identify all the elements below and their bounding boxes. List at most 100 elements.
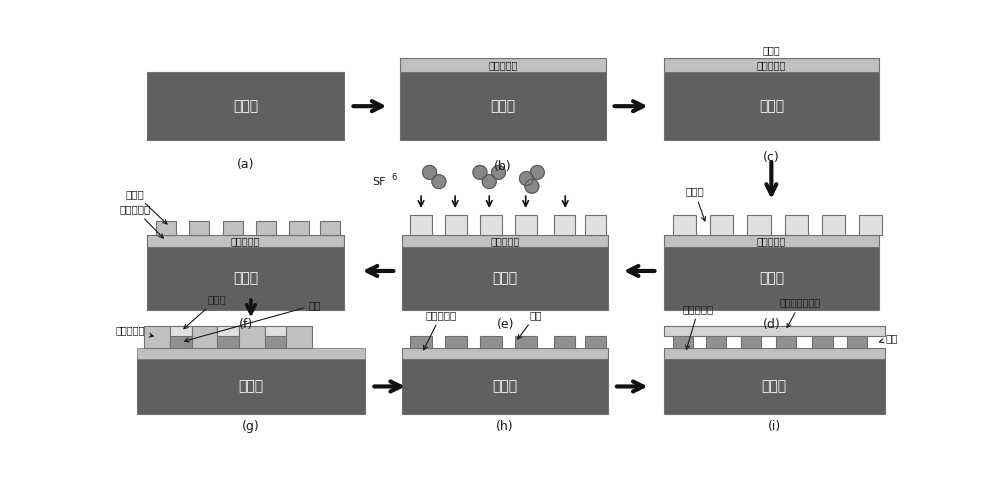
Text: 六方氮化硼: 六方氮化硼 <box>490 236 520 246</box>
Bar <box>585 337 606 348</box>
Bar <box>217 326 239 337</box>
Text: 蓝宝石: 蓝宝石 <box>493 272 518 286</box>
Bar <box>147 72 344 140</box>
Bar <box>664 41 879 58</box>
Text: 蓝宝石: 蓝宝石 <box>762 379 787 393</box>
Bar <box>137 359 365 414</box>
Text: 蓝宝石: 蓝宝石 <box>233 272 258 286</box>
Bar <box>264 337 286 348</box>
Bar <box>410 215 432 235</box>
Bar <box>147 235 344 247</box>
Bar <box>144 326 170 348</box>
Text: 蓝宝石: 蓝宝石 <box>759 272 784 286</box>
Bar <box>515 337 537 348</box>
Bar <box>710 215 733 235</box>
Bar <box>192 326 217 348</box>
Bar <box>170 326 192 337</box>
Text: 蓝宝石: 蓝宝石 <box>759 99 784 113</box>
Circle shape <box>530 166 544 179</box>
Bar <box>445 337 467 348</box>
Bar <box>256 221 276 235</box>
Text: 6: 6 <box>392 173 397 182</box>
Bar <box>400 72 606 140</box>
Bar <box>402 247 608 310</box>
Text: 六方氮化硼: 六方氮化硼 <box>119 204 163 238</box>
Bar <box>847 337 867 348</box>
Text: 六方氮化硼: 六方氮化硼 <box>231 236 260 246</box>
Circle shape <box>519 171 533 186</box>
Text: 金属: 金属 <box>185 300 321 342</box>
Bar <box>859 215 882 235</box>
Bar <box>189 221 209 235</box>
Text: 六方氮化硼: 六方氮化硼 <box>757 236 786 246</box>
Bar <box>664 58 879 72</box>
Bar <box>776 337 796 348</box>
Circle shape <box>423 166 437 179</box>
Text: 六方氮化硼: 六方氮化硼 <box>683 304 714 350</box>
Text: 六方氮化硼: 六方氮化硼 <box>116 325 153 337</box>
Circle shape <box>492 166 506 179</box>
Text: 六方氮化硼: 六方氮化硼 <box>488 60 518 70</box>
Text: 蓝宝石: 蓝宝石 <box>233 99 258 113</box>
Bar <box>480 215 502 235</box>
Bar <box>217 337 239 348</box>
Bar <box>673 337 693 348</box>
Text: 光刻胶: 光刻胶 <box>184 295 226 329</box>
Bar <box>286 326 312 348</box>
Bar <box>156 221 176 235</box>
Bar <box>664 359 885 414</box>
Text: 六方氮化硼包层: 六方氮化硼包层 <box>780 298 821 327</box>
Bar <box>664 326 885 337</box>
Circle shape <box>432 175 446 188</box>
Bar <box>785 215 808 235</box>
Circle shape <box>525 179 539 193</box>
Bar <box>664 247 879 310</box>
Bar <box>822 215 845 235</box>
Bar <box>320 221 340 235</box>
Text: 蓝宝石: 蓝宝石 <box>490 99 515 113</box>
Bar <box>402 359 608 414</box>
Bar <box>264 326 286 337</box>
Text: 光刻胶: 光刻胶 <box>685 187 706 221</box>
Text: (e): (e) <box>496 318 514 331</box>
Text: (c): (c) <box>763 150 780 164</box>
Bar <box>554 215 575 235</box>
Text: (d): (d) <box>762 318 780 331</box>
Bar <box>585 215 606 235</box>
Bar <box>673 215 696 235</box>
Text: 光刻胶: 光刻胶 <box>763 45 780 55</box>
Bar <box>445 215 467 235</box>
Bar <box>664 72 879 140</box>
Text: 六方氮化硼: 六方氮化硼 <box>424 310 457 350</box>
Bar <box>402 235 608 247</box>
Bar <box>664 235 879 247</box>
Text: SF: SF <box>372 177 385 187</box>
Bar <box>410 337 432 348</box>
Text: (h): (h) <box>496 420 514 433</box>
Text: 金属: 金属 <box>518 310 542 339</box>
Bar <box>706 337 726 348</box>
Text: 金属: 金属 <box>879 333 898 343</box>
Bar <box>812 337 833 348</box>
Bar <box>664 348 885 359</box>
Bar <box>747 215 771 235</box>
Bar <box>515 215 537 235</box>
Text: (f): (f) <box>238 318 253 331</box>
Bar <box>402 348 608 359</box>
Bar <box>223 221 243 235</box>
Text: (a): (a) <box>237 158 254 171</box>
Bar <box>741 337 761 348</box>
Bar <box>400 58 606 72</box>
Text: 蓝宝石: 蓝宝石 <box>493 379 518 393</box>
Circle shape <box>482 175 496 188</box>
Bar <box>480 337 502 348</box>
Text: (b): (b) <box>494 160 512 173</box>
Text: (i): (i) <box>767 420 781 433</box>
Bar <box>170 337 192 348</box>
Text: 光刻胶: 光刻胶 <box>126 189 167 224</box>
Bar <box>147 247 344 310</box>
Bar <box>239 326 264 348</box>
Bar <box>554 337 575 348</box>
Text: 六方氮化硼: 六方氮化硼 <box>757 60 786 70</box>
Text: 蓝宝石: 蓝宝石 <box>238 379 264 393</box>
